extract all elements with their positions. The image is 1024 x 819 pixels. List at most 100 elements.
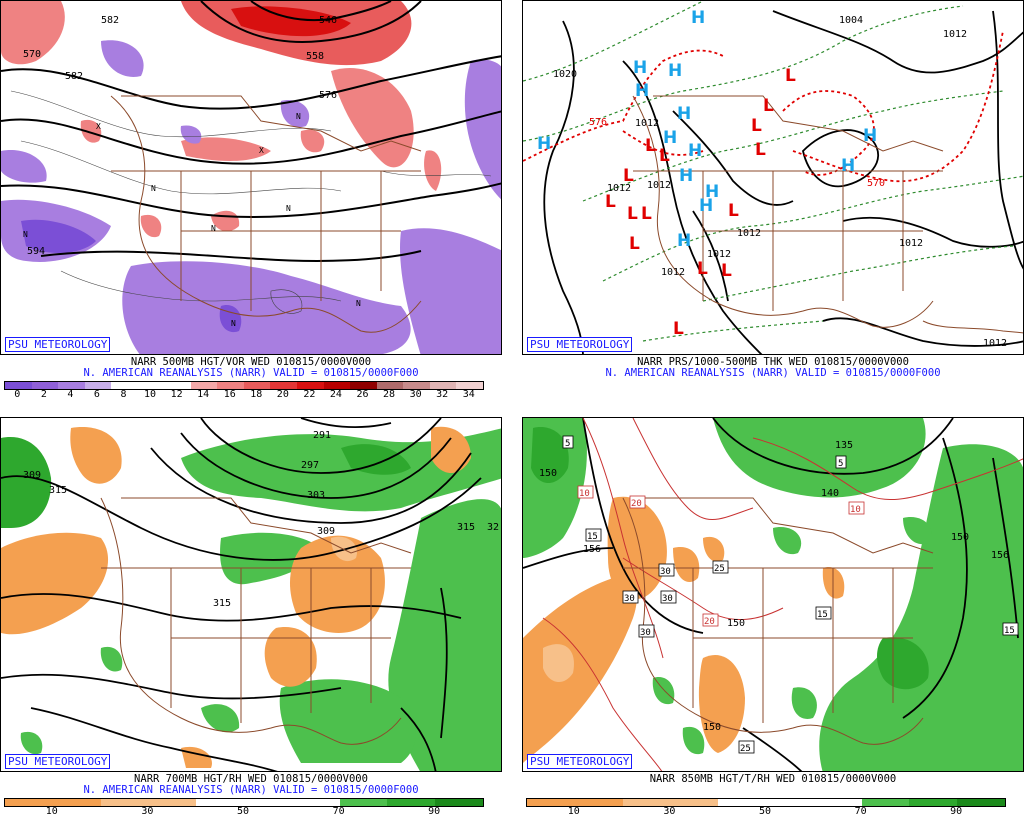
thickness-labels: 576 570 [589,117,885,189]
height-contour-labels: 582 570 546 558 582 576 594 [23,15,337,257]
rh850-map: 135 150 156 150 150 150 156 140 5 5 10 1… [522,417,1024,772]
svg-text:N: N [356,299,361,308]
svg-text:L: L [627,204,638,224]
colorbar-segment [574,799,623,806]
svg-text:25: 25 [740,744,751,754]
svg-text:570: 570 [23,49,41,60]
colorbar-tick-label: 10 [144,389,157,400]
svg-text:1012: 1012 [661,267,685,278]
colorbar-segment [148,799,197,806]
svg-text:X: X [96,122,101,131]
colorbar-segment [456,382,483,389]
svg-text:H: H [635,81,649,101]
vorticity-contours [10,90,492,314]
vorticity-colorbar-labels: 0 2 4 6 8 10 12 14 16 18 20 22 24 26 28 30 32 34 [4,389,498,401]
svg-text:L: L [721,261,732,281]
svg-text:L: L [751,116,762,136]
colorbar-segment [243,382,271,389]
svg-text:582: 582 [65,71,83,82]
svg-text:140: 140 [821,488,839,499]
svg-text:20: 20 [704,617,715,627]
colorbar-tick-label: 22 [303,389,316,400]
psu-meteorology-badge: PSU METEOROLOGY [527,337,633,352]
svg-text:150: 150 [539,468,557,479]
colorbar-segment [137,382,165,389]
rh-colorbar [526,798,1006,807]
panel-valid-time: N. AMERICAN REANALYSIS (NARR) VALID = 01… [605,367,941,379]
rh700-map: 291 297 303 309 315 315 309 315 32 PSU M… [0,417,502,772]
svg-text:32: 32 [487,522,499,533]
svg-text:N: N [211,224,216,233]
height-contours [1,418,482,771]
dry-areas [1,426,471,768]
svg-text:5: 5 [565,439,570,449]
svg-text:L: L [605,192,616,212]
low-pressure-markers: L L L L L L L L L L L L L L L [605,66,796,339]
svg-text:L: L [763,96,774,116]
svg-text:303: 303 [307,490,325,501]
vorticity-extrema-markers: N X N N N N N N X [23,112,361,328]
svg-text:30: 30 [624,594,635,604]
svg-text:L: L [697,259,708,279]
svg-text:315: 315 [213,598,231,609]
svg-text:15: 15 [817,610,828,620]
colorbar-segment [861,799,910,806]
height-contour-labels: 135 150 156 150 150 150 156 140 [539,440,1009,733]
colorbar-segment [5,382,32,389]
svg-text:L: L [641,204,652,224]
svg-text:L: L [755,140,766,160]
colorbar-segment [323,382,351,389]
colorbar-tick-label: 70 [854,806,867,817]
svg-text:L: L [623,166,634,186]
svg-text:1012: 1012 [707,249,731,260]
svg-text:H: H [663,128,677,148]
svg-text:5: 5 [838,459,843,469]
colorbar-tick-label: 50 [758,806,772,817]
colorbar-segment [31,382,59,389]
colorbar-segment [813,799,862,806]
svg-text:H: H [633,58,647,78]
svg-text:1020: 1020 [553,69,577,80]
svg-text:X: X [259,146,264,155]
panel-title: NARR 700MB HGT/RH WED 010815/0000V000 [134,773,368,785]
colorbar-segment [670,799,719,806]
svg-text:H: H [677,231,691,251]
colorbar-segment [909,799,958,806]
colorbar-segment [297,382,324,389]
rh850-map-graphic: 135 150 156 150 150 150 156 140 5 5 10 1… [523,418,1023,771]
svg-text:H: H [677,104,691,124]
panel-850mb-temp-rh: 135 150 156 150 150 150 156 140 5 5 10 1… [522,417,1024,819]
svg-text:L: L [645,136,656,156]
svg-text:315: 315 [49,485,67,496]
isobars [543,10,1023,354]
colorbar-tick-label: 4 [67,389,74,400]
temperature-labels: 5 5 10 10 15 20 25 30 30 30 30 [562,435,1019,754]
political-boundaries [632,95,1023,334]
colorbar-tick-label: 28 [383,389,396,400]
svg-text:15: 15 [1004,626,1015,636]
svg-text:156: 156 [991,550,1009,561]
svg-text:L: L [673,319,684,339]
panel-title: NARR 500MB HGT/VOR WED 010815/0000V000 [130,356,372,368]
high-pressure-markers: H H H H H H H H H H H H H H [537,8,877,251]
colorbar-tick-label: 50 [236,806,250,817]
colorbar-segment [435,799,483,806]
pressure-map-graphic: H H H H H H H H H H H H H H L L L L L [523,1,1023,354]
colorbar-tick-label: 90 [428,806,441,817]
rh-colorbar-labels: 10 30 50 70 90 [526,806,1020,818]
colorbar-segment [429,382,457,389]
colorbar-tick-label: 30 [141,806,154,817]
svg-text:H: H [699,196,713,216]
svg-text:L: L [785,66,796,86]
svg-text:156: 156 [583,544,601,555]
panel-pressure-thickness: H H H H H H H H H H H H H H L L L L L [522,0,1024,402]
svg-text:L: L [629,234,640,254]
svg-text:150: 150 [951,532,969,543]
svg-text:594: 594 [27,246,45,257]
svg-text:H: H [688,141,702,161]
colorbar-tick-label: 32 [436,389,449,400]
colorbar-segment [84,382,112,389]
colorbar-tick-label: 70 [332,806,345,817]
svg-text:291: 291 [313,430,331,441]
svg-text:30: 30 [662,594,673,604]
